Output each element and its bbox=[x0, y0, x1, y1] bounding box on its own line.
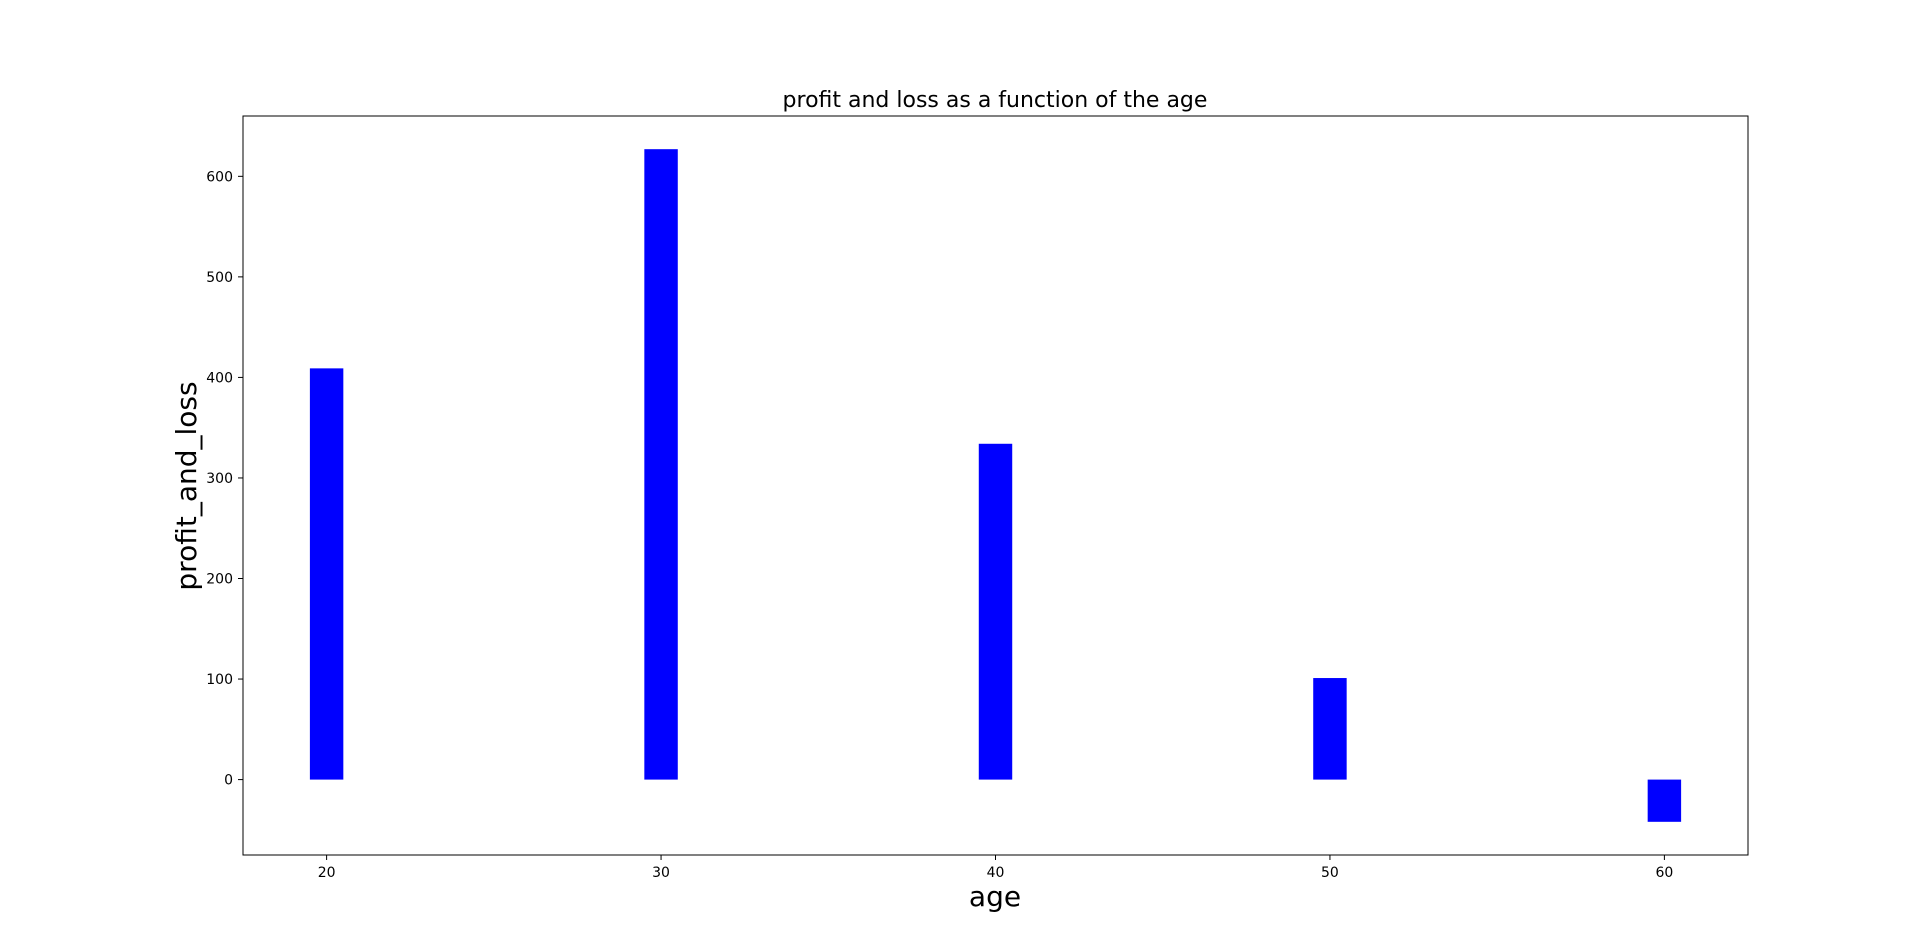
x-tick-label: 40 bbox=[987, 865, 1005, 881]
bar-age-60 bbox=[1647, 779, 1682, 822]
x-tick-label: 50 bbox=[1321, 865, 1339, 881]
y-tick-label: 500 bbox=[206, 270, 233, 286]
y-tick-label: 300 bbox=[206, 471, 233, 487]
bar-age-40 bbox=[978, 443, 1013, 780]
plot-area bbox=[309, 149, 1682, 822]
y-tick-label: 100 bbox=[206, 672, 233, 688]
chart-title: profit and loss as a function of the age bbox=[783, 88, 1208, 113]
bar-age-20 bbox=[309, 368, 344, 780]
bar-age-50 bbox=[1313, 678, 1347, 780]
y-tick-label: 0 bbox=[224, 773, 233, 789]
y-axis-label: profit_and_loss bbox=[170, 381, 203, 590]
x-axis: 20 30 40 50 60 bbox=[318, 855, 1673, 881]
x-tick-label: 30 bbox=[652, 865, 670, 881]
y-tick-label: 400 bbox=[206, 370, 233, 386]
y-tick-label: 600 bbox=[206, 169, 233, 185]
y-tick-label: 200 bbox=[206, 572, 233, 588]
y-axis: 0 100 200 300 400 500 600 bbox=[206, 169, 243, 789]
bar-age-30 bbox=[644, 149, 678, 780]
x-tick-label: 20 bbox=[318, 865, 336, 881]
x-axis-label: age bbox=[969, 880, 1021, 913]
x-tick-label: 60 bbox=[1655, 865, 1673, 881]
